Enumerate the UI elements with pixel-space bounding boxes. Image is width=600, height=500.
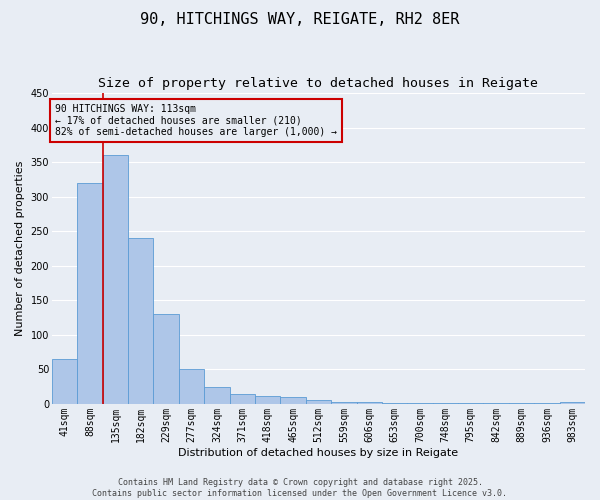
- Bar: [128, 238, 154, 404]
- Bar: [306, 400, 331, 404]
- Y-axis label: Number of detached properties: Number of detached properties: [15, 161, 25, 336]
- Bar: [77, 183, 103, 404]
- Text: Contains HM Land Registry data © Crown copyright and database right 2025.
Contai: Contains HM Land Registry data © Crown c…: [92, 478, 508, 498]
- Bar: [280, 397, 306, 404]
- Bar: [179, 370, 204, 404]
- Bar: [204, 386, 230, 404]
- Bar: [52, 359, 77, 404]
- Bar: [433, 402, 458, 404]
- Bar: [382, 402, 407, 404]
- Bar: [458, 403, 484, 404]
- X-axis label: Distribution of detached houses by size in Reigate: Distribution of detached houses by size …: [178, 448, 458, 458]
- Bar: [484, 403, 509, 404]
- Bar: [560, 402, 585, 404]
- Bar: [230, 394, 255, 404]
- Bar: [534, 403, 560, 404]
- Bar: [509, 403, 534, 404]
- Bar: [356, 402, 382, 404]
- Text: 90 HITCHINGS WAY: 113sqm
← 17% of detached houses are smaller (210)
82% of semi-: 90 HITCHINGS WAY: 113sqm ← 17% of detach…: [55, 104, 337, 138]
- Bar: [407, 403, 433, 404]
- Bar: [103, 155, 128, 404]
- Bar: [331, 402, 356, 404]
- Title: Size of property relative to detached houses in Reigate: Size of property relative to detached ho…: [98, 78, 538, 90]
- Bar: [154, 314, 179, 404]
- Text: 90, HITCHINGS WAY, REIGATE, RH2 8ER: 90, HITCHINGS WAY, REIGATE, RH2 8ER: [140, 12, 460, 28]
- Bar: [255, 396, 280, 404]
